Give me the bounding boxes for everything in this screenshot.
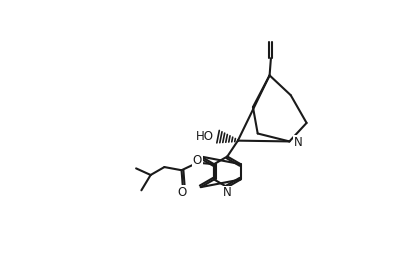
Text: HO: HO (196, 130, 214, 143)
Text: O: O (193, 155, 202, 167)
Text: N: N (294, 136, 303, 149)
Text: O: O (177, 186, 186, 199)
Text: N: N (223, 186, 232, 199)
